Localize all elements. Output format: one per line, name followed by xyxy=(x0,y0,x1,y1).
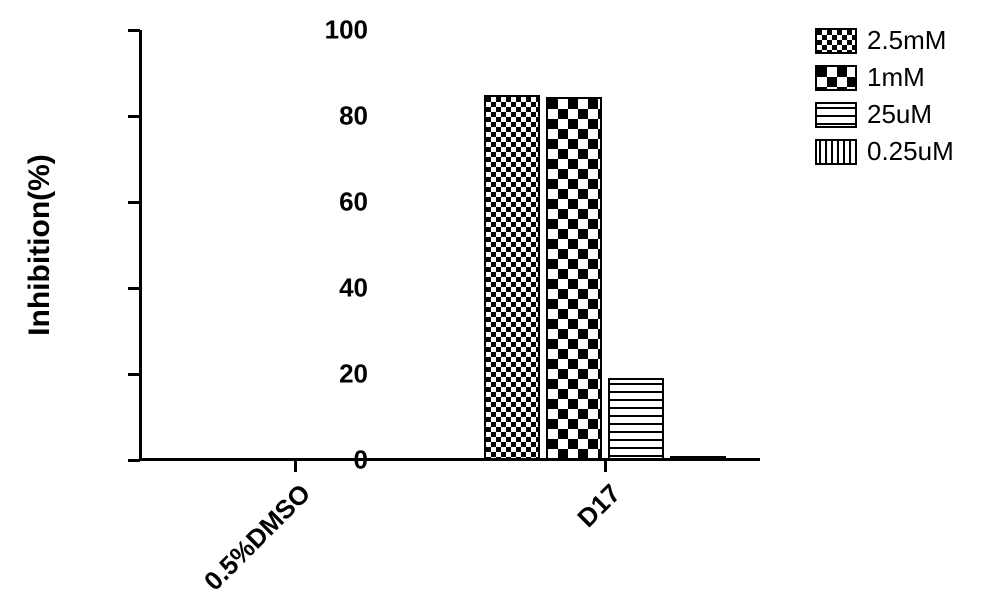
legend-label: 1mM xyxy=(867,62,925,93)
legend-item: 25uM xyxy=(815,99,954,130)
y-tick-label: 0 xyxy=(354,445,368,476)
legend-swatch xyxy=(815,102,857,128)
legend-label: 2.5mM xyxy=(867,25,946,56)
legend: 2.5mM 1mM 25uM 0.25uM xyxy=(815,25,954,167)
legend-item: 0.25uM xyxy=(815,136,954,167)
y-tick xyxy=(128,459,140,462)
bar xyxy=(546,97,602,460)
legend-swatch xyxy=(815,139,857,165)
y-tick-label: 20 xyxy=(339,359,368,390)
y-axis-line xyxy=(139,30,142,460)
x-axis-line xyxy=(140,458,760,461)
y-axis-title: Inhibition(%) xyxy=(23,154,57,336)
bar xyxy=(484,95,540,461)
bar xyxy=(608,378,664,460)
legend-item: 2.5mM xyxy=(815,25,954,56)
legend-label: 25uM xyxy=(867,99,932,130)
x-tick xyxy=(604,460,607,472)
y-tick xyxy=(128,373,140,376)
y-tick-label: 80 xyxy=(339,101,368,132)
x-tick-label: 0.5%DMSO xyxy=(182,478,317,613)
y-tick xyxy=(128,29,140,32)
y-tick xyxy=(128,201,140,204)
legend-label: 0.25uM xyxy=(867,136,954,167)
y-tick xyxy=(128,115,140,118)
y-tick xyxy=(128,287,140,290)
y-tick-label: 100 xyxy=(325,15,368,46)
legend-item: 1mM xyxy=(815,62,954,93)
x-tick-label: D17 xyxy=(492,478,627,613)
chart-stage: Inhibition(%) 2.5mM 1mM 25uM 0.25uM 0 20 40 60… xyxy=(0,0,1000,608)
x-tick xyxy=(294,460,297,472)
bar xyxy=(670,456,726,460)
legend-swatch xyxy=(815,28,857,54)
y-tick-label: 60 xyxy=(339,187,368,218)
legend-swatch xyxy=(815,65,857,91)
plot-area xyxy=(140,30,760,460)
y-tick-label: 40 xyxy=(339,273,368,304)
